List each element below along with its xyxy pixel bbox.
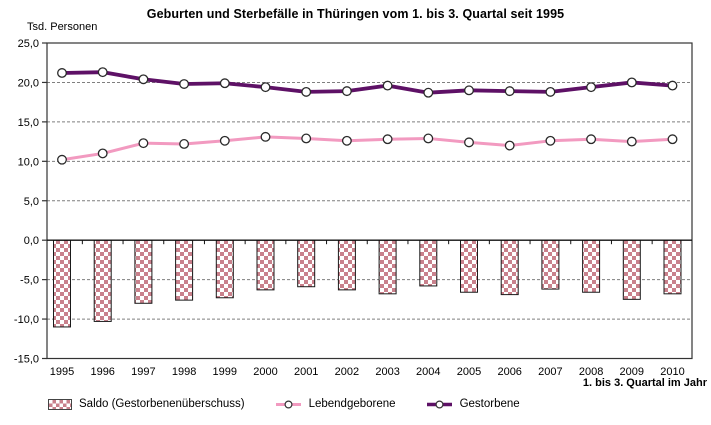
svg-text:2001: 2001: [294, 366, 318, 378]
svg-text:10,0: 10,0: [18, 156, 39, 168]
legend-label-gestorbene: Gestorbene: [459, 398, 520, 410]
svg-text:20,0: 20,0: [18, 77, 39, 89]
svg-text:2010: 2010: [660, 366, 684, 378]
svg-text:1999: 1999: [213, 366, 237, 378]
legend-item-saldo: Saldo (Gestorbenenüberschuss): [48, 398, 245, 410]
svg-text:-5,0: -5,0: [20, 275, 39, 287]
legend-label-saldo: Saldo (Gestorbenenüberschuss): [79, 398, 245, 410]
x-axis-title: 1. bis 3. Quartal im Jahr: [582, 377, 707, 389]
svg-text:1997: 1997: [131, 366, 155, 378]
legend-item-gestorbene: Gestorbene: [426, 398, 520, 410]
svg-text:2008: 2008: [579, 366, 603, 378]
legend-item-lebendgeborene: Lebendgeborene: [275, 398, 396, 410]
line-marker-icon: [426, 399, 453, 410]
svg-text:2006: 2006: [497, 366, 521, 378]
legend-label-lebendgeborene: Lebendgeborene: [308, 398, 396, 410]
svg-text:2003: 2003: [375, 366, 399, 378]
line-marker-icon: [275, 399, 302, 410]
svg-text:15,0: 15,0: [18, 117, 39, 129]
svg-text:1995: 1995: [50, 366, 74, 378]
svg-text:-10,0: -10,0: [14, 314, 39, 326]
y-axis-unit-label: Tsd. Personen: [27, 21, 98, 33]
svg-text:2000: 2000: [253, 366, 277, 378]
svg-text:2004: 2004: [416, 366, 440, 378]
chart-legend: Saldo (Gestorbenenüberschuss) Lebendgebo…: [48, 398, 520, 410]
svg-text:2007: 2007: [538, 366, 562, 378]
chart-title: Geburten und Sterbefälle in Thüringen vo…: [146, 7, 565, 21]
svg-text:25,0: 25,0: [18, 38, 39, 50]
svg-text:0,0: 0,0: [24, 235, 39, 247]
svg-text:1996: 1996: [90, 366, 114, 378]
svg-text:2005: 2005: [457, 366, 481, 378]
svg-text:1998: 1998: [172, 366, 196, 378]
svg-text:5,0: 5,0: [24, 196, 39, 208]
svg-text:-15,0: -15,0: [14, 354, 39, 366]
saldo-swatch-icon: [48, 398, 72, 410]
svg-text:2009: 2009: [620, 366, 644, 378]
svg-text:2002: 2002: [335, 366, 359, 378]
